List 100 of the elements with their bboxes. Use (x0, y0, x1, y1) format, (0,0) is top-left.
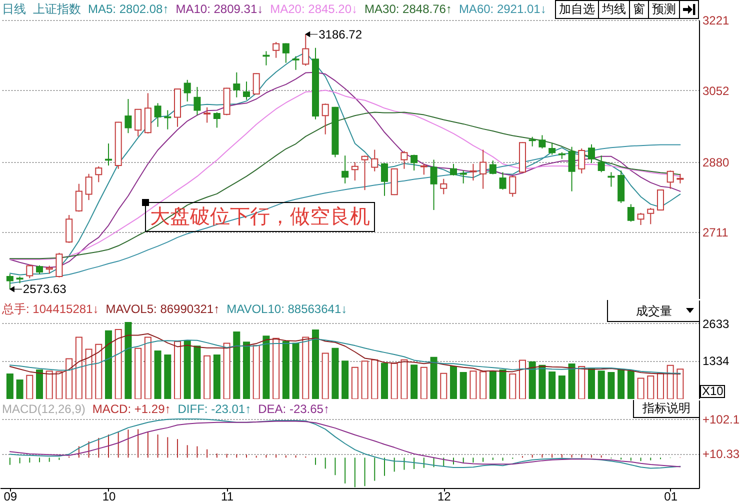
bar (380, 362, 388, 399)
bar (390, 362, 398, 399)
candlestick (242, 81, 250, 100)
bar (282, 341, 290, 399)
x-tick-label: 01 (664, 490, 678, 503)
candlestick (292, 56, 300, 70)
candlestick (499, 172, 506, 190)
bar (538, 364, 546, 399)
bar (656, 372, 664, 399)
bar (420, 366, 428, 399)
bar (66, 358, 73, 399)
bar (75, 336, 82, 399)
candlestick (85, 173, 92, 201)
text: MA10: 2809.31↓ (176, 2, 264, 17)
bar (223, 342, 230, 399)
bar (618, 368, 625, 399)
button: 加自选 (555, 0, 599, 19)
candlestick (371, 149, 378, 172)
candlestick (213, 112, 220, 128)
text: MAVOL5: 86990321↑ (106, 302, 220, 317)
y-tick-label: +102.1 (702, 412, 740, 426)
y-tick-label: 2711 (702, 226, 729, 240)
bar (312, 330, 319, 399)
bar (647, 376, 654, 399)
x-tick-label: 12 (437, 490, 452, 503)
bar (95, 344, 102, 399)
bar (608, 372, 615, 399)
candlestick (548, 142, 556, 156)
candlestick (351, 162, 358, 181)
candlestick (470, 163, 477, 181)
text: MAVOL10: 88563641↓ (226, 302, 348, 317)
bar (322, 352, 329, 399)
line-series (9, 144, 681, 284)
bar (351, 366, 358, 399)
bar (134, 348, 142, 399)
y-tick-label: 2633 (702, 316, 730, 331)
candlestick (647, 207, 654, 225)
bar (480, 371, 487, 399)
y-tick-label: 1334 (702, 354, 730, 368)
bar (233, 332, 240, 399)
candlestick (184, 79, 191, 102)
bar (470, 370, 477, 399)
candlestick (134, 108, 142, 137)
series-label: MACD: +1.29↑ (92, 402, 171, 417)
candlestick (450, 163, 457, 176)
y-tick-label: 2880 (702, 155, 730, 170)
candlestick (568, 146, 576, 192)
bar (36, 369, 43, 399)
candlestick (194, 86, 201, 116)
bar (56, 371, 63, 399)
candlestick (154, 102, 162, 128)
chart-title: 日线 (2, 2, 26, 17)
bar (598, 370, 605, 399)
candlestick (656, 190, 664, 211)
bar (558, 376, 566, 399)
series-label: DIFF: -23.01↑ (178, 402, 252, 417)
candlestick (252, 72, 260, 95)
candlestick (56, 252, 63, 278)
bar (578, 366, 586, 399)
button: 预测 (649, 0, 680, 19)
y-tick-label: 3052 (702, 84, 730, 98)
bar (124, 322, 132, 399)
candlestick (460, 170, 467, 184)
candlestick (480, 149, 487, 190)
y-axis-title: X10 (700, 384, 726, 398)
bar (528, 361, 536, 399)
bar (489, 371, 496, 399)
bar (292, 342, 300, 399)
bar (164, 354, 172, 399)
bar (637, 378, 644, 399)
annotation: 2573.63 (22, 282, 67, 296)
candlestick (95, 166, 102, 183)
candlestick (588, 144, 595, 164)
annotation: 3186.72 (318, 27, 362, 42)
candlestick (410, 154, 418, 172)
candlestick (204, 106, 211, 124)
candlestick (66, 214, 73, 244)
candlestick (302, 34, 310, 66)
candlestick (598, 155, 605, 173)
bar (184, 340, 191, 399)
bar (272, 338, 280, 399)
bar (16, 380, 24, 399)
bar (627, 370, 634, 399)
bar (400, 359, 408, 399)
bar (371, 359, 378, 399)
candlestick (666, 170, 674, 190)
x-tick-label: 10 (102, 490, 116, 503)
y-tick-label: +10.33 (702, 447, 740, 462)
bar (430, 356, 438, 399)
candlestick (26, 264, 34, 279)
bar (105, 330, 112, 399)
candlestick (430, 159, 438, 211)
bar (242, 342, 250, 399)
candlestick (342, 155, 349, 184)
bar (174, 341, 181, 399)
bar (26, 374, 34, 399)
bar (332, 348, 339, 399)
candlestick (124, 98, 132, 134)
candlestick (282, 42, 290, 64)
bar (588, 368, 595, 399)
